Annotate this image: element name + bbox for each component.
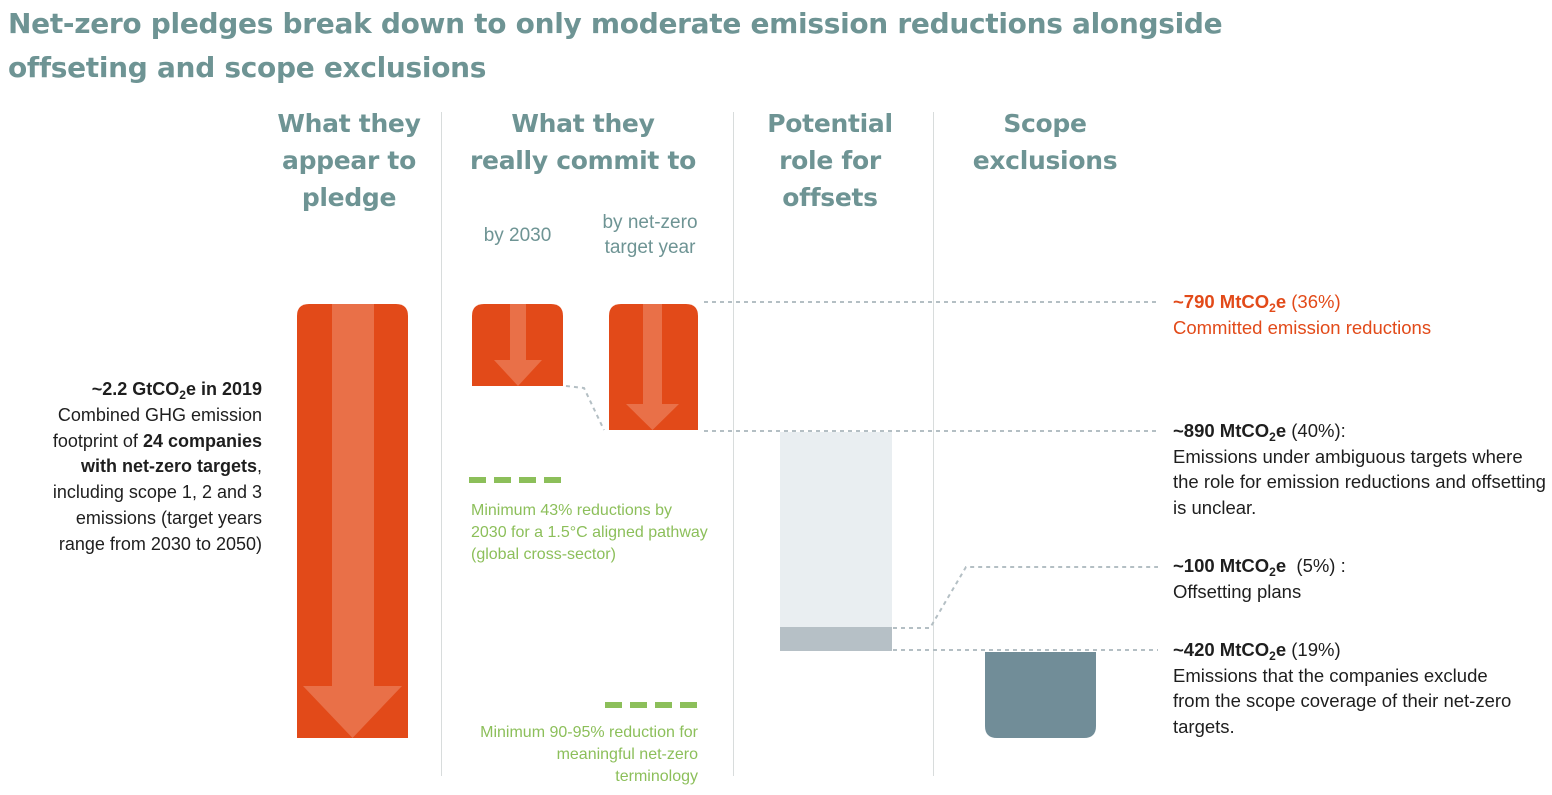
annotation-offsets: ~100 MtCO2e (5%) : Offsetting plans — [1173, 555, 1346, 602]
column-header-exclusions: Scope exclusions — [972, 109, 1118, 175]
divider — [733, 112, 734, 776]
sub-label-target-year: by net-zero target year — [602, 212, 698, 258]
annotation-committed: ~790 MtCO2e (36%) Committed emission red… — [1173, 291, 1432, 338]
arrow-target-icon — [626, 304, 679, 430]
connector-2030-to-target — [565, 385, 605, 431]
ambiguous-bar — [780, 432, 892, 627]
annotation-ambiguous: ~890 MtCO2e (40%): Emissions under ambig… — [1173, 420, 1546, 518]
chart-title: Net-zero pledges break down to only mode… — [8, 7, 1223, 84]
benchmark-2030-note: Minimum 43% reductions by 2030 for a 1.5… — [471, 502, 708, 563]
arrow-2030-icon — [494, 304, 542, 386]
offsets-bar — [780, 627, 892, 651]
divider — [441, 112, 442, 776]
column-header-appear: What they appear to pledge — [277, 109, 421, 212]
divider — [933, 112, 934, 776]
exclusions-bar — [985, 652, 1096, 738]
column-header-commit: What they really commit to — [470, 109, 696, 175]
annotation-exclusions: ~420 MtCO2e (19%) Emissions that the com… — [1173, 639, 1512, 737]
sub-label-2030: by 2030 — [483, 225, 552, 246]
benchmark-netzero-note: Minimum 90-95% reduction for meaningful … — [480, 724, 698, 785]
total-arrow-icon — [303, 304, 402, 738]
total-emissions-label: ~2.2 GtCO2e in 2019 Combined GHG emissio… — [52, 379, 262, 554]
connector-offsets — [893, 566, 1158, 629]
column-header-offsets: Potential role for offsets — [767, 109, 893, 212]
